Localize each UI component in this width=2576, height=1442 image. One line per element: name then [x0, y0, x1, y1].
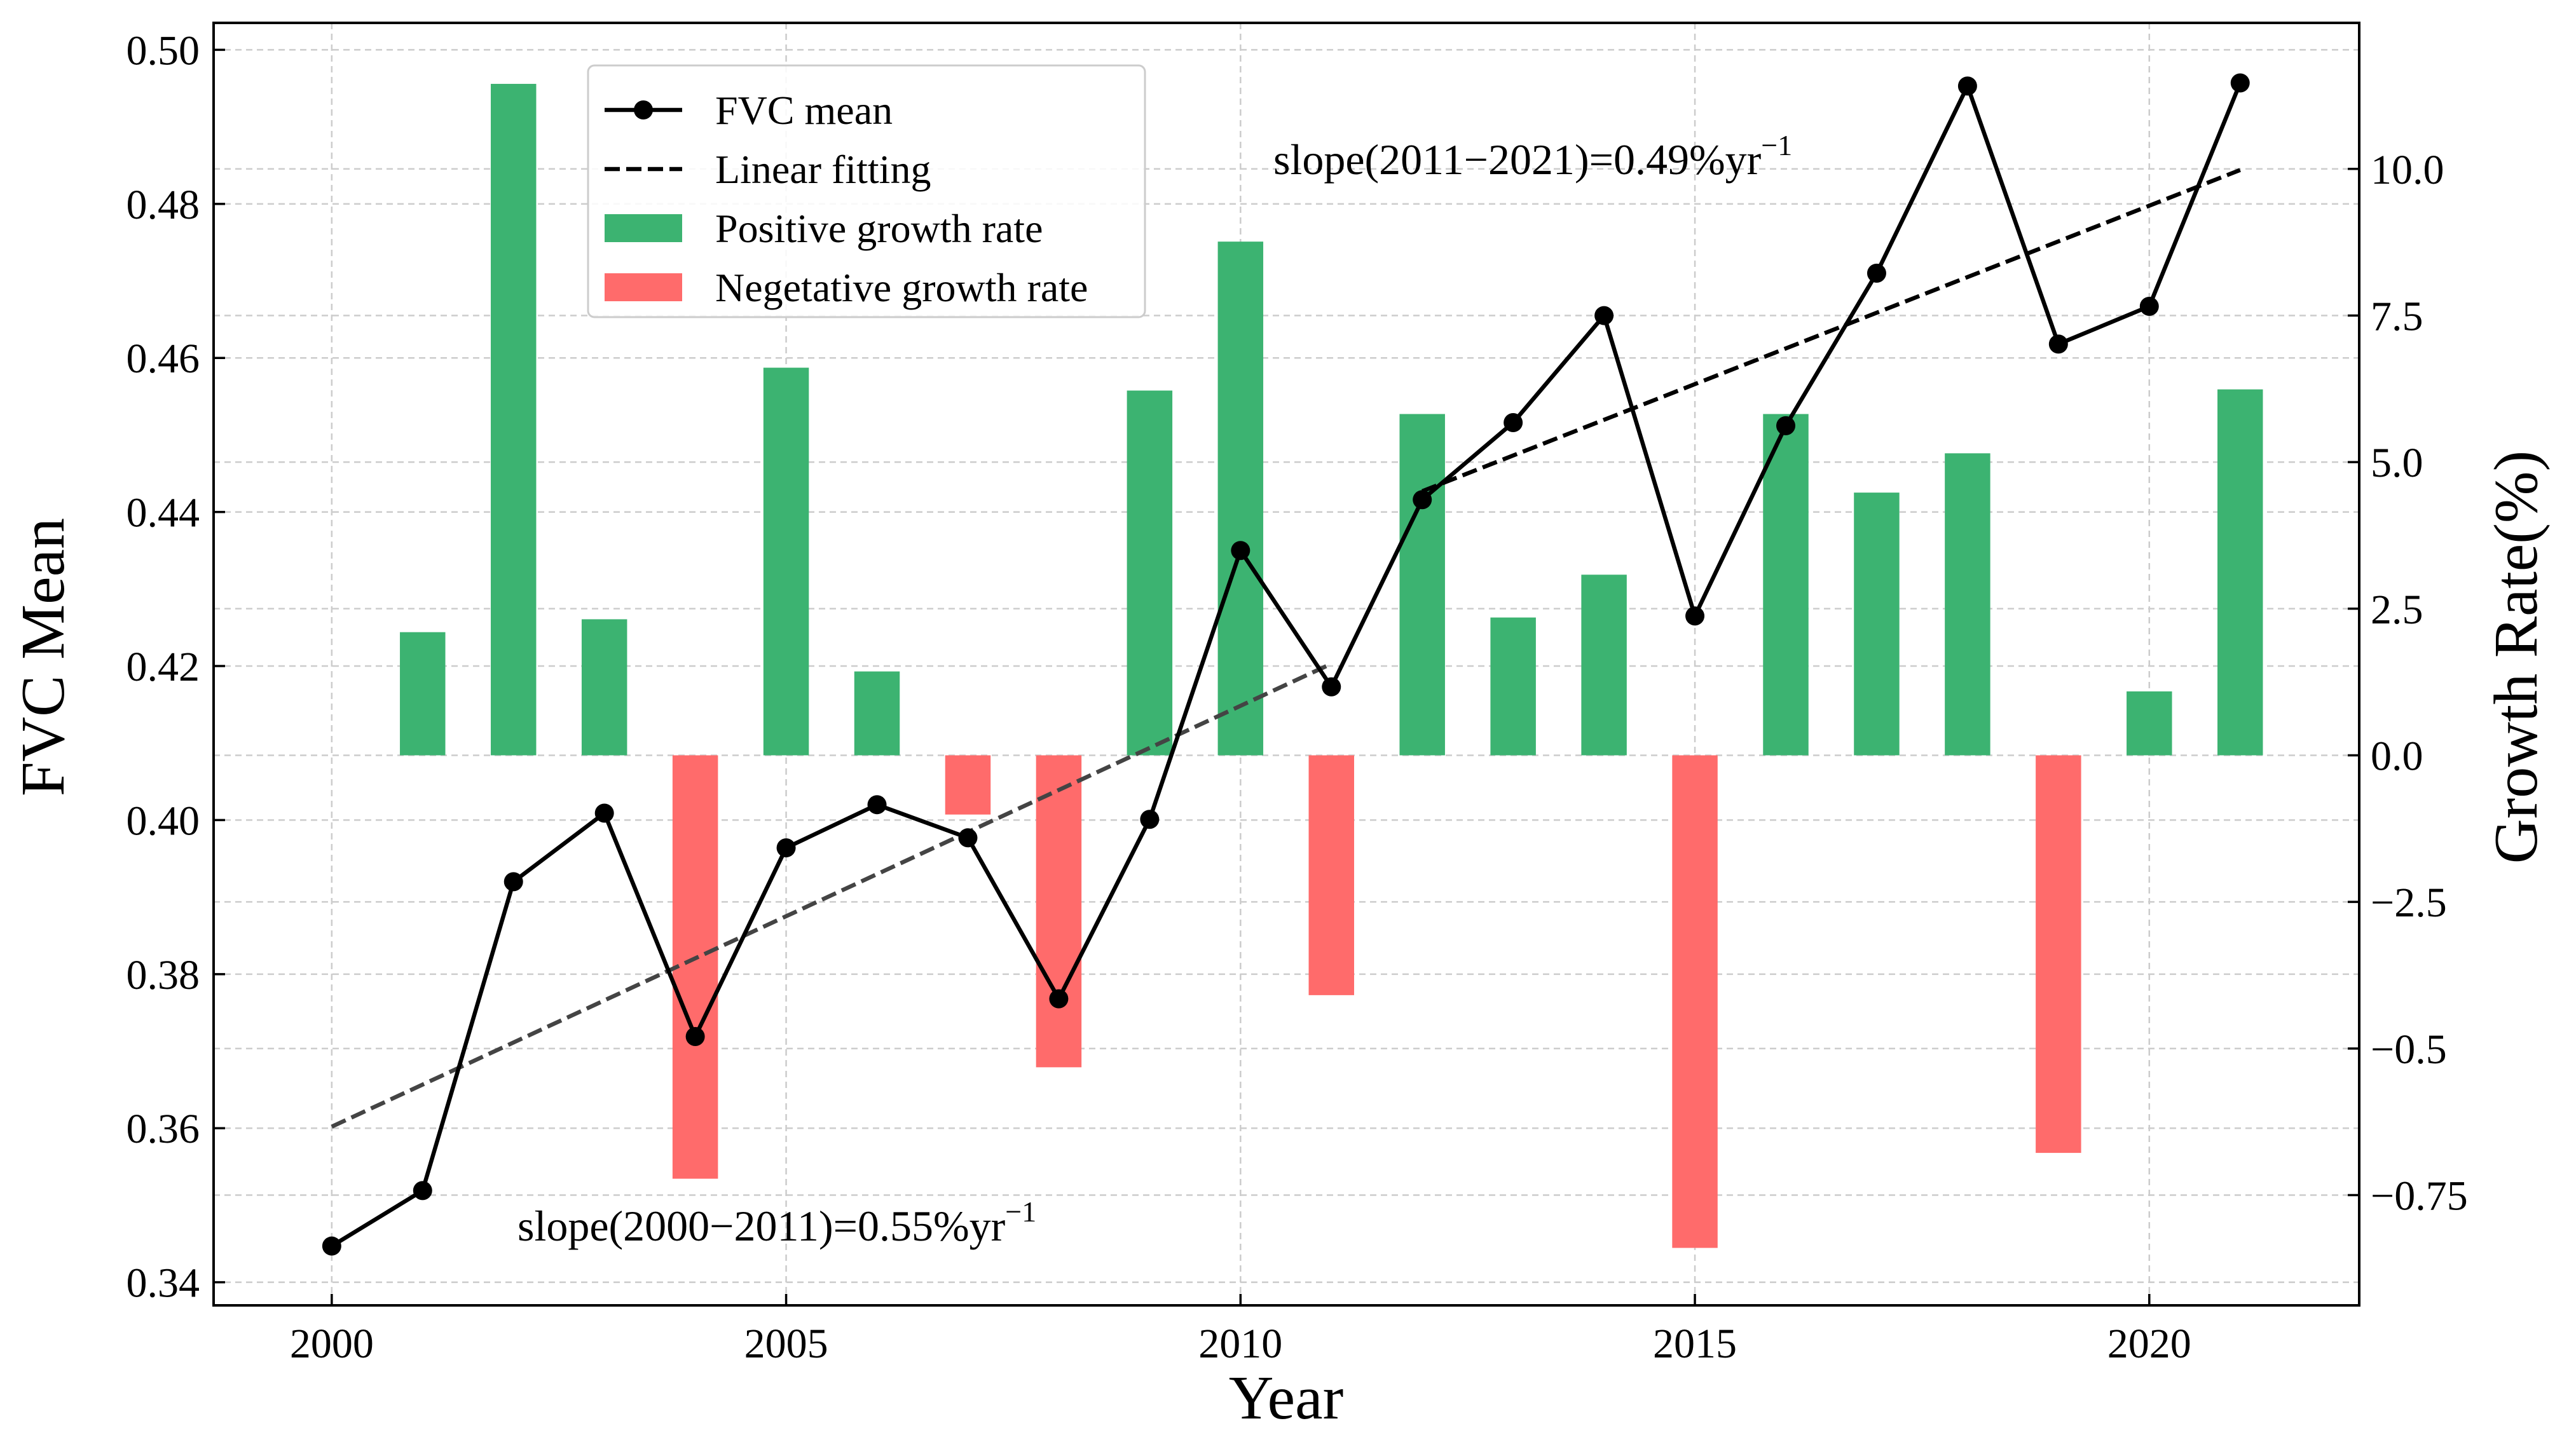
bar: [1217, 241, 1264, 756]
plot-frame: [212, 22, 2360, 1307]
bar: [2127, 691, 2172, 756]
marker: [776, 838, 796, 858]
marker: [2230, 73, 2250, 93]
fit-line: [331, 662, 1333, 1129]
bar: [1399, 414, 1445, 756]
y-tick-label: 0.36: [127, 1106, 200, 1152]
marker: [1413, 490, 1432, 510]
y2-axis-label: Growth Rate(%): [2482, 451, 2551, 864]
y2-tick-label: 0.0: [2371, 733, 2423, 779]
bar: [2036, 755, 2081, 1153]
legend-handle: [605, 214, 682, 242]
y2-tick-label: 10.0: [2371, 147, 2444, 193]
legend-label: Positive growth rate: [715, 206, 1043, 251]
bar: [1854, 493, 1900, 756]
x-axis-label: Year: [1229, 1364, 1344, 1432]
y2-tick-label: 5.0: [2371, 440, 2423, 486]
marker: [322, 1236, 341, 1256]
marker: [413, 1181, 432, 1201]
y-tick-label: 0.50: [127, 27, 200, 74]
bar: [581, 619, 627, 756]
bar: [490, 83, 537, 756]
y2-tick-label: 2.5: [2371, 587, 2423, 633]
y2-tick-label: 7.5: [2371, 293, 2423, 339]
x-tick-label: 2020: [2107, 1321, 2191, 1367]
marker: [958, 828, 978, 848]
bar: [1127, 390, 1173, 756]
marker: [1776, 416, 1795, 435]
annotation: slope(2000−2011)=0.55%yr−1: [517, 1195, 1036, 1250]
marker: [1140, 810, 1160, 829]
bar: [1581, 575, 1627, 756]
bar: [1672, 755, 1718, 1248]
line: [331, 80, 2242, 1248]
bar: [945, 755, 991, 815]
y2-tick-label: −0.75: [2371, 1173, 2468, 1220]
legend-handle: [605, 273, 682, 301]
annotation-text: slope(2000−2011)=0.55%yr: [517, 1202, 1006, 1250]
legend-label: Negetative growth rate: [715, 265, 1088, 310]
annotation-sup: −1: [1005, 1195, 1036, 1228]
bar: [1945, 453, 1990, 756]
y-tick-label: 0.40: [127, 798, 200, 844]
x-tick-label: 2010: [1198, 1321, 1282, 1367]
marker: [685, 1027, 705, 1047]
annotation-text: slope(2011−2021)=0.49%yr: [1273, 135, 1762, 184]
y-tick-label: 0.42: [127, 644, 200, 690]
bar: [400, 632, 446, 756]
bar: [1308, 755, 1354, 995]
marker: [2048, 334, 2068, 354]
fit-line: [1422, 168, 2241, 493]
marker: [1594, 306, 1614, 325]
x-tick-label: 2005: [744, 1321, 828, 1367]
bar: [763, 367, 809, 756]
marker: [1867, 263, 1886, 283]
marker: [1322, 677, 1341, 697]
y-tick-label: 0.38: [127, 952, 200, 998]
marker: [867, 795, 887, 815]
bar: [672, 755, 718, 1179]
x-tick-label: 2015: [1653, 1321, 1737, 1367]
bar: [2217, 389, 2263, 756]
marker: [1504, 413, 1523, 433]
marker: [1231, 541, 1250, 561]
marker: [1685, 606, 1705, 626]
legend-box: [587, 64, 1146, 318]
annotation: slope(2011−2021)=0.49%yr−1: [1273, 129, 1792, 184]
marker: [1049, 989, 1069, 1009]
bar: [1036, 755, 1082, 1068]
legend-marker: [634, 100, 653, 119]
marker: [2139, 297, 2159, 316]
annotation-sup: −1: [1761, 129, 1792, 161]
x-tick-label: 2000: [290, 1321, 374, 1367]
y-tick-label: 0.48: [127, 182, 200, 228]
y-tick-label: 0.46: [127, 336, 200, 382]
y-axis-label: FVC Mean: [9, 518, 78, 796]
legend-label: FVC mean: [715, 88, 893, 133]
marker: [504, 872, 523, 892]
bar: [1763, 414, 1809, 756]
bar: [1490, 617, 1536, 756]
bar: [854, 671, 900, 756]
y-tick-label: 0.44: [127, 490, 200, 536]
marker: [594, 803, 614, 823]
y-tick-label: 0.34: [127, 1260, 200, 1307]
marker: [1957, 76, 1977, 96]
y2-tick-label: −0.5: [2371, 1026, 2447, 1073]
legend-label: Linear fitting: [715, 147, 931, 192]
y2-tick-label: −2.5: [2371, 880, 2447, 926]
